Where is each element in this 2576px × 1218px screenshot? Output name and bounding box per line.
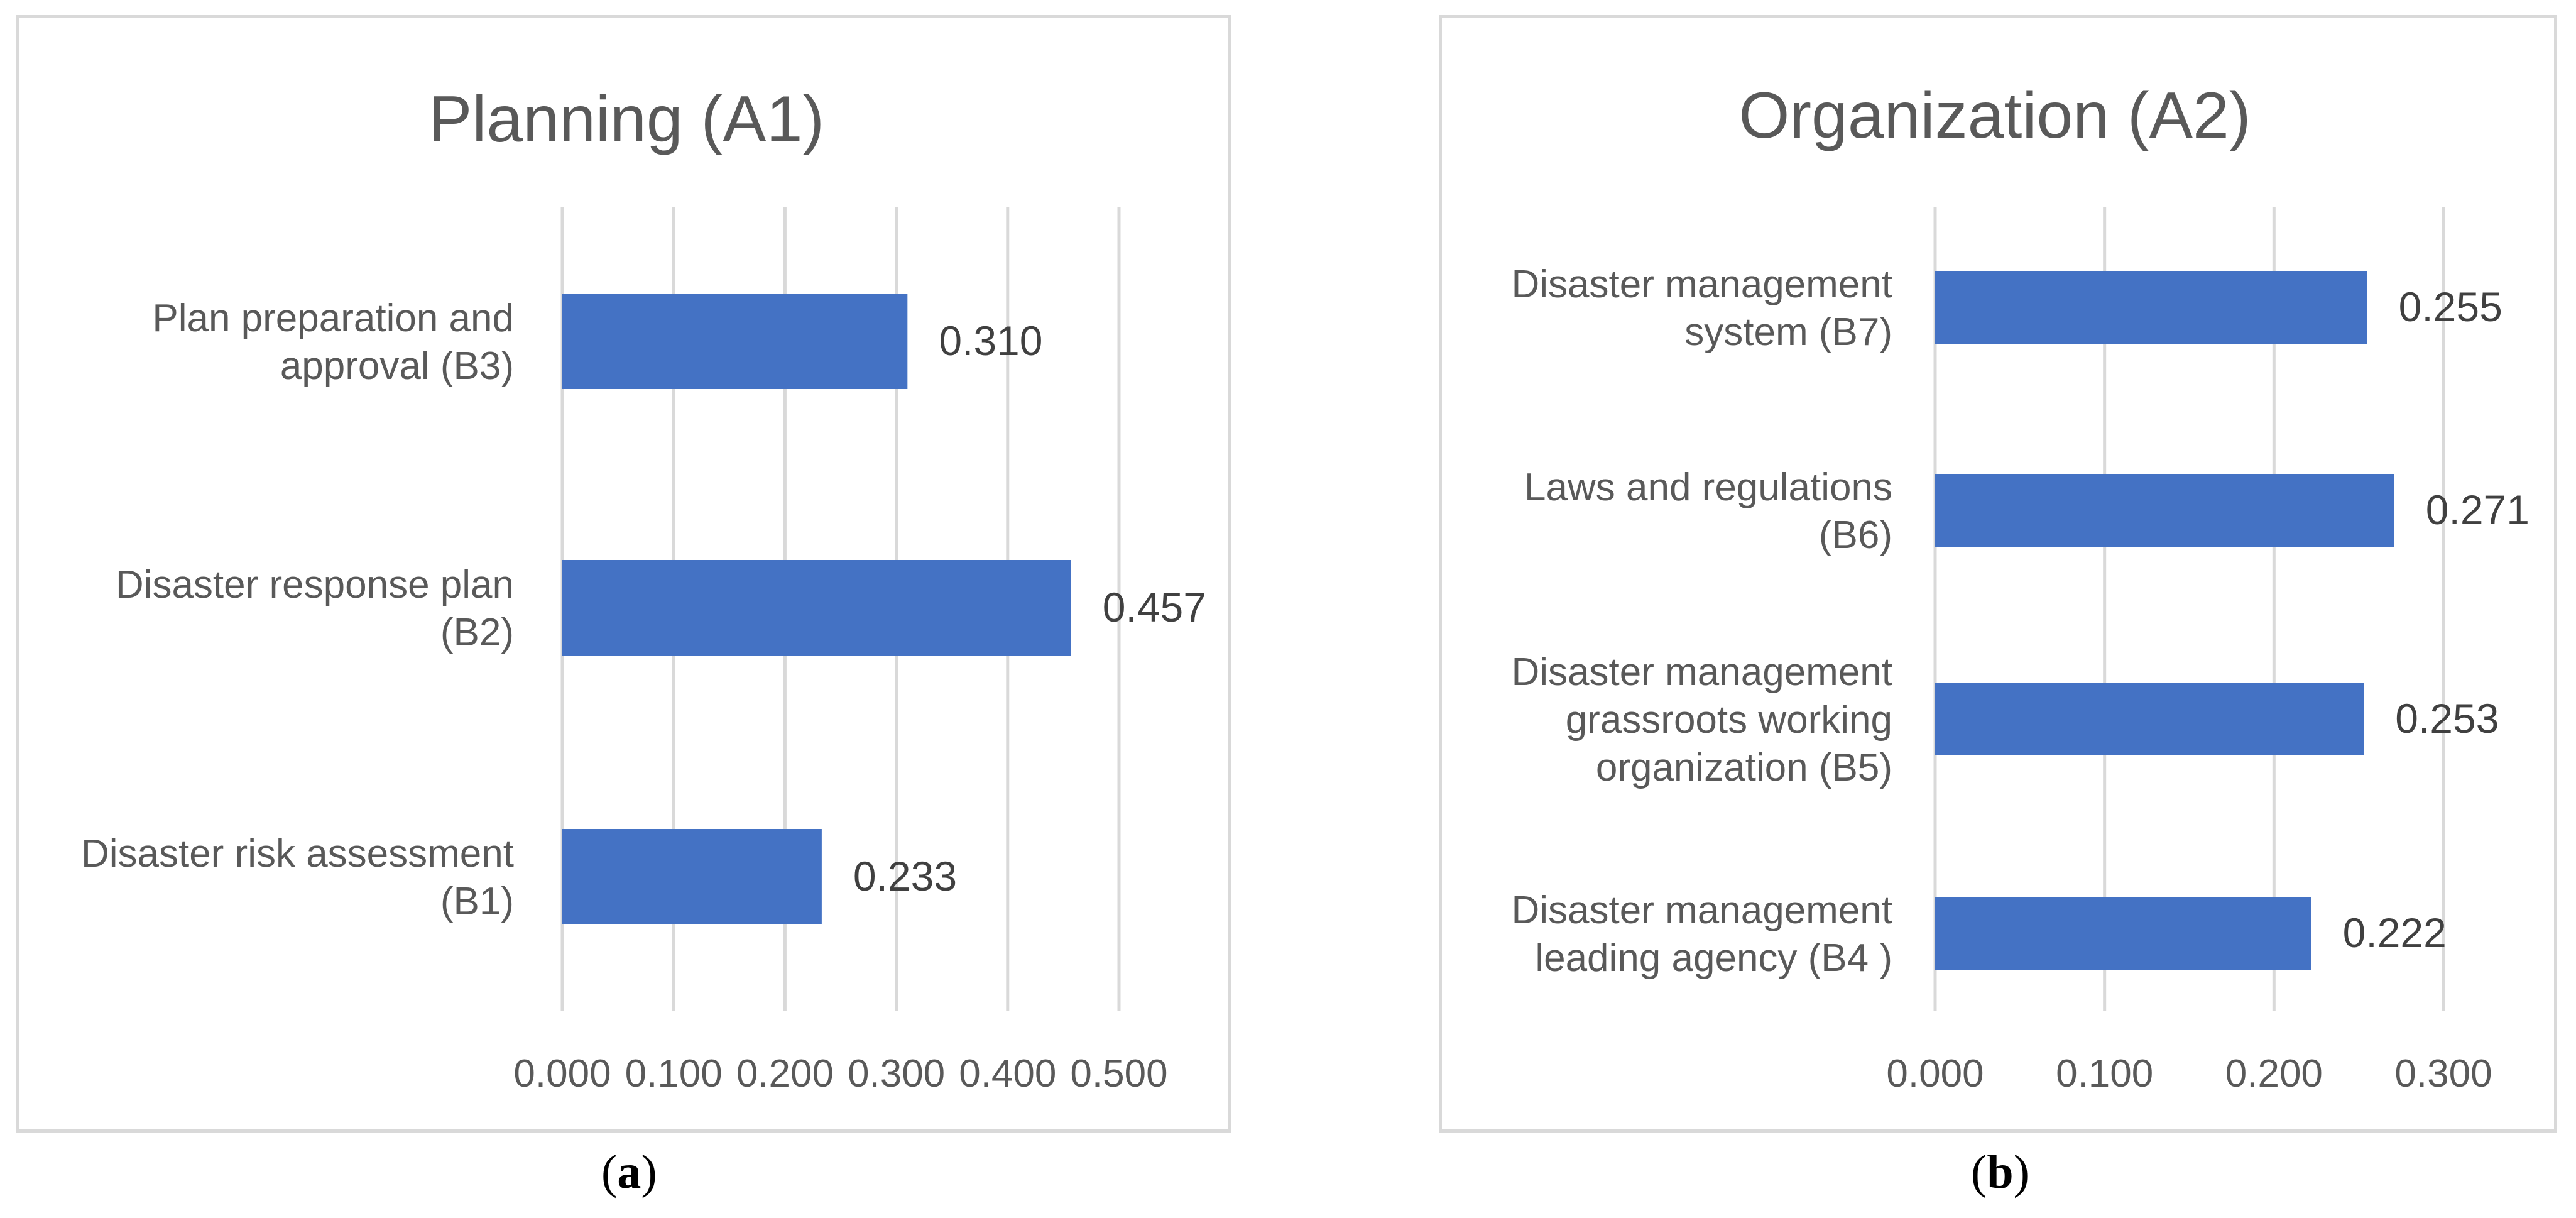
bar (1935, 271, 2367, 344)
data-label: 0.271 (2426, 486, 2530, 533)
x-tick-label: 0.500 (1070, 1052, 1167, 1095)
category-label-line: Disaster risk assessment (81, 832, 514, 875)
x-tick-label: 0.100 (625, 1052, 723, 1095)
bar (562, 560, 1071, 656)
category-label-line: Plan preparation and (152, 297, 514, 340)
category-label-line: organization (B5) (1596, 746, 1892, 789)
bar (562, 829, 822, 924)
data-label: 0.253 (2395, 695, 2499, 742)
data-label: 0.310 (939, 317, 1042, 364)
chart-title: Organization (A2) (1738, 79, 2251, 152)
chart-organization: Organization (A2) 0.000 0.100 0.200 0.300 0.2… (1512, 79, 2530, 1095)
category-label: Disaster management system (B7) (1512, 263, 1893, 354)
category-label: Disaster management leading agency (B4 ) (1512, 889, 1893, 980)
bar (562, 294, 908, 389)
category-label: Disaster management grassroots working org… (1512, 650, 1893, 789)
data-label: 0.457 (1103, 584, 1206, 630)
category-label: Laws and regulations (B6) (1524, 466, 1892, 557)
category-label: Plan preparation and approval (B3) (152, 297, 514, 388)
x-tick-label: 0.100 (2056, 1052, 2153, 1095)
data-label: 0.222 (2343, 909, 2447, 956)
category-label-line: (B6) (1819, 513, 1892, 557)
x-tick-label: 0.000 (1886, 1052, 1984, 1095)
category-label-line: Disaster response plan (116, 563, 514, 606)
category-label-line: Disaster management (1512, 889, 1893, 932)
category-label-line: grassroots working (1566, 698, 1892, 742)
x-tick-label: 0.000 (513, 1052, 611, 1095)
data-label: 0.255 (2399, 283, 2502, 330)
category-label-line: system (B7) (1684, 310, 1892, 354)
caption-b: (b) (1971, 1146, 2029, 1199)
chart-panel-planning: Planning (A1) 0.000 0.100 0.200 0.300 0.400 0.… (16, 15, 1231, 1133)
category-label: Disaster risk assessment (B1) (81, 832, 514, 923)
x-tick-label: 0.300 (848, 1052, 945, 1095)
category-label: Disaster response plan (B2) (116, 563, 514, 654)
category-label-line: Disaster management (1512, 263, 1893, 306)
category-label-line: (B1) (440, 880, 514, 923)
caption-a: (a) (601, 1146, 657, 1199)
category-label-line: approval (B3) (280, 344, 514, 388)
category-label-line: Disaster management (1512, 650, 1893, 694)
data-label: 0.233 (853, 853, 957, 899)
chart-planning: Planning (A1) 0.000 0.100 0.200 0.300 0.400 0.… (81, 83, 1206, 1095)
bar (1935, 683, 2364, 755)
category-label-line: Laws and regulations (1524, 466, 1892, 509)
x-tick-label: 0.400 (959, 1052, 1056, 1095)
bar (1935, 897, 2311, 970)
category-label-line: (B2) (440, 611, 514, 654)
chart-panel-organization: Organization (A2) 0.000 0.100 0.200 0.300 0.2… (1439, 15, 2557, 1133)
x-tick-label: 0.200 (736, 1052, 834, 1095)
x-tick-label: 0.300 (2394, 1052, 2492, 1095)
bar (1935, 474, 2394, 547)
chart-title: Planning (A1) (428, 83, 824, 156)
caption-b-letter: b (1987, 1146, 2014, 1199)
category-label-line: leading agency (B4 ) (1535, 936, 1892, 980)
caption-a-letter: a (617, 1146, 641, 1199)
x-tick-label: 0.200 (2225, 1052, 2323, 1095)
